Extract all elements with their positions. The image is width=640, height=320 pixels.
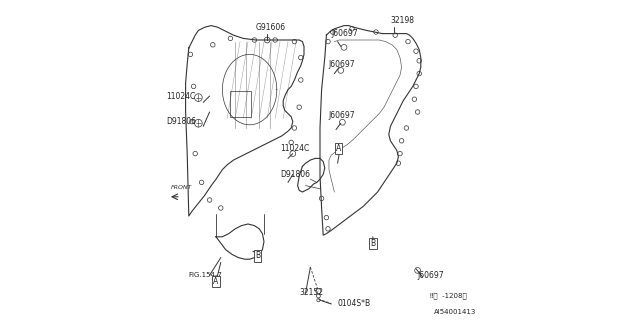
- Text: 32198: 32198: [390, 16, 415, 25]
- Circle shape: [415, 110, 420, 114]
- Circle shape: [338, 68, 344, 73]
- Circle shape: [297, 105, 301, 109]
- Text: D91806: D91806: [280, 170, 310, 179]
- Circle shape: [273, 38, 278, 42]
- Circle shape: [349, 27, 355, 31]
- Circle shape: [193, 151, 197, 156]
- Circle shape: [330, 30, 335, 34]
- Text: D91806: D91806: [166, 117, 196, 126]
- Circle shape: [292, 39, 297, 44]
- Circle shape: [417, 71, 422, 76]
- Circle shape: [195, 94, 202, 101]
- Circle shape: [399, 139, 404, 143]
- Circle shape: [414, 49, 419, 53]
- Text: G91606: G91606: [256, 23, 286, 32]
- Circle shape: [341, 44, 347, 50]
- Circle shape: [374, 30, 378, 34]
- Circle shape: [188, 52, 193, 57]
- Text: 32152: 32152: [300, 288, 323, 297]
- Text: B: B: [255, 252, 260, 260]
- Circle shape: [319, 196, 324, 201]
- Circle shape: [316, 294, 321, 298]
- Circle shape: [200, 180, 204, 185]
- Circle shape: [393, 33, 397, 37]
- Text: ‼（  -1208）: ‼（ -1208）: [430, 293, 467, 299]
- Circle shape: [415, 268, 420, 273]
- Text: J60697: J60697: [328, 111, 355, 120]
- Circle shape: [326, 227, 330, 231]
- FancyBboxPatch shape: [230, 91, 252, 117]
- Circle shape: [292, 126, 297, 130]
- Text: B: B: [370, 239, 376, 248]
- Circle shape: [191, 84, 196, 89]
- Circle shape: [289, 140, 293, 145]
- Text: FRONT: FRONT: [172, 185, 193, 190]
- Circle shape: [417, 59, 422, 63]
- Circle shape: [252, 38, 257, 42]
- Circle shape: [264, 37, 270, 43]
- Circle shape: [218, 206, 223, 210]
- Circle shape: [398, 151, 403, 156]
- Circle shape: [316, 289, 321, 294]
- Circle shape: [326, 39, 330, 44]
- Circle shape: [298, 78, 303, 82]
- Circle shape: [339, 119, 346, 125]
- Circle shape: [265, 38, 269, 42]
- Text: FIG.154-7: FIG.154-7: [189, 272, 223, 278]
- Circle shape: [290, 151, 296, 156]
- Circle shape: [324, 215, 329, 220]
- Circle shape: [406, 39, 410, 44]
- Circle shape: [228, 36, 233, 41]
- Text: J60697: J60697: [332, 29, 358, 38]
- Text: J60697: J60697: [328, 60, 355, 68]
- Circle shape: [211, 43, 215, 47]
- Circle shape: [189, 119, 195, 124]
- Circle shape: [207, 198, 212, 202]
- Circle shape: [298, 55, 303, 60]
- Text: 0104S*B: 0104S*B: [338, 299, 371, 308]
- Text: 11024C: 11024C: [166, 92, 196, 100]
- Text: A: A: [213, 277, 219, 286]
- Circle shape: [396, 161, 401, 165]
- Circle shape: [404, 126, 409, 130]
- Text: 11024C: 11024C: [280, 144, 309, 153]
- Text: A: A: [336, 144, 341, 153]
- Text: AI54001413: AI54001413: [434, 309, 476, 315]
- Circle shape: [317, 299, 320, 302]
- Circle shape: [195, 119, 202, 127]
- Circle shape: [412, 97, 417, 101]
- Text: J60697: J60697: [418, 271, 444, 280]
- Circle shape: [414, 84, 419, 89]
